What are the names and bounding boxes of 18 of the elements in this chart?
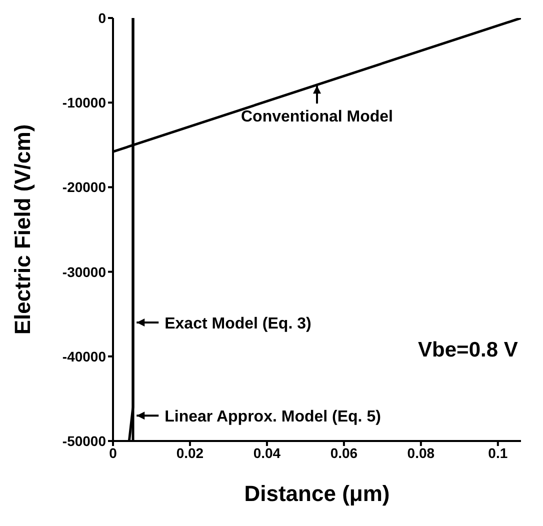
annotation: Conventional Model [241,108,393,126]
annotation: Vbe=0.8 V [418,338,518,362]
annotation: Linear Approx. Model (Eq. 5) [164,408,381,426]
x-tick-label: 0.06 [330,444,358,461]
y-tick-label: -50000 [62,432,106,449]
y-tick-label: -40000 [62,348,106,364]
y-tick-label: 0 [98,10,106,26]
x-tick-label: 0.02 [176,444,204,461]
y-axis-title: Electric Field (V/cm) [10,124,35,335]
y-tick-label: -20000 [62,179,106,196]
x-axis-title: Distance (μm) [244,481,390,506]
y-tick-label: -30000 [62,264,106,280]
y-tick-label: -10000 [62,94,106,111]
annotation: Exact Model (Eq. 3) [164,316,312,333]
x-tick-label: 0.04 [253,444,281,461]
x-tick-label: 0.1 [488,444,508,461]
x-tick-label: 0.08 [407,444,435,461]
x-tick-label: 0 [109,444,118,461]
